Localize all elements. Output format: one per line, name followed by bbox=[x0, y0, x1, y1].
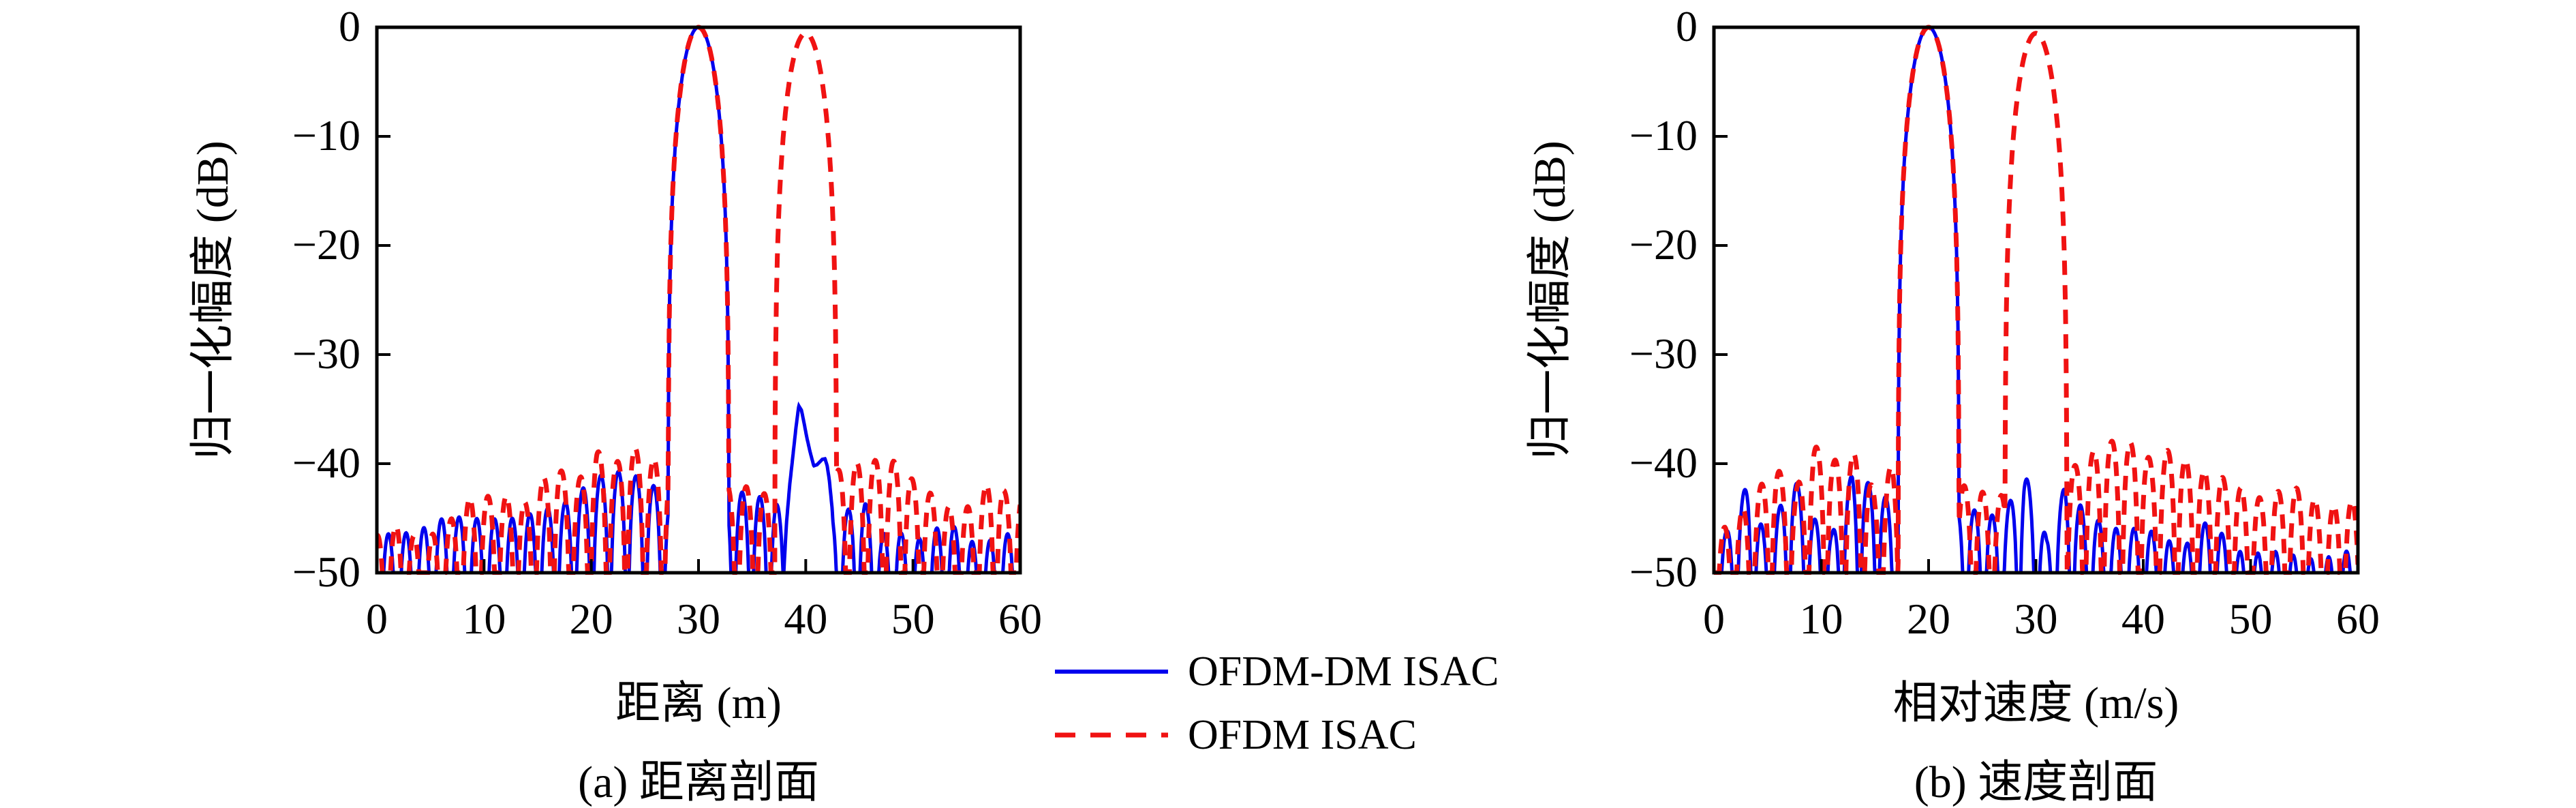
y-axis-label: 归一化幅度 (dB) bbox=[188, 140, 238, 460]
x-tick-label: 0 bbox=[1703, 595, 1725, 643]
subplot-caption: (b) 速度剖面 bbox=[1914, 758, 2158, 807]
axes-frame bbox=[375, 25, 1022, 575]
x-tick-label: 30 bbox=[677, 595, 720, 643]
y-tick-label: −50 bbox=[292, 548, 361, 596]
x-axis-label: 距离 (m) bbox=[615, 678, 782, 728]
series-line-ofdm-dm-isac bbox=[1714, 25, 2358, 575]
y-tick-label: −10 bbox=[292, 111, 361, 160]
y-tick-label: −20 bbox=[1629, 220, 1698, 269]
x-tick-label: 20 bbox=[569, 595, 613, 643]
x-tick-label: 30 bbox=[2014, 595, 2058, 643]
x-tick-label: 0 bbox=[366, 595, 388, 643]
subplot-caption: (a) 距离剖面 bbox=[578, 758, 819, 807]
x-axis-label: 相对速度 (m/s) bbox=[1892, 678, 2179, 728]
plot-area-svg bbox=[1712, 25, 2360, 575]
legend-line-dashed-icon bbox=[1055, 732, 1168, 738]
x-tick-label: 60 bbox=[2336, 595, 2380, 643]
y-tick-label: −30 bbox=[292, 329, 361, 378]
x-tick-label: 50 bbox=[2228, 595, 2273, 643]
legend-label: OFDM ISAC bbox=[1188, 712, 1417, 758]
plot-area-svg bbox=[375, 25, 1022, 575]
series-line-ofdm-isac bbox=[1714, 25, 2358, 575]
series-line-ofdm-dm-isac bbox=[377, 25, 1020, 575]
y-tick-label: −10 bbox=[1629, 111, 1698, 160]
series-line-ofdm-isac bbox=[377, 25, 1020, 575]
legend-label: OFDM-DM ISAC bbox=[1188, 648, 1499, 695]
y-tick-label: −40 bbox=[292, 438, 361, 487]
y-tick-label: −30 bbox=[1629, 329, 1698, 378]
x-tick-label: 60 bbox=[998, 595, 1042, 643]
y-tick-label: −40 bbox=[1629, 438, 1698, 487]
x-tick-label: 50 bbox=[891, 595, 935, 643]
x-tick-label: 10 bbox=[462, 595, 506, 643]
y-tick-label: −20 bbox=[292, 220, 361, 269]
x-tick-label: 10 bbox=[1799, 595, 1843, 643]
legend-item-ofdm-dm-isac: OFDM-DM ISAC bbox=[1053, 644, 1499, 699]
axes-frame bbox=[1712, 25, 2360, 575]
y-axis-label: 归一化幅度 (dB) bbox=[1525, 140, 1575, 460]
y-tick-label: 0 bbox=[339, 2, 361, 50]
legend-line-solid-icon bbox=[1055, 670, 1168, 674]
x-tick-label: 40 bbox=[784, 595, 828, 643]
legend-item-ofdm-isac: OFDM ISAC bbox=[1053, 708, 1417, 762]
y-tick-label: 0 bbox=[1676, 2, 1698, 50]
x-tick-label: 20 bbox=[1907, 595, 1950, 643]
x-tick-label: 40 bbox=[2121, 595, 2165, 643]
y-tick-label: −50 bbox=[1629, 548, 1698, 596]
